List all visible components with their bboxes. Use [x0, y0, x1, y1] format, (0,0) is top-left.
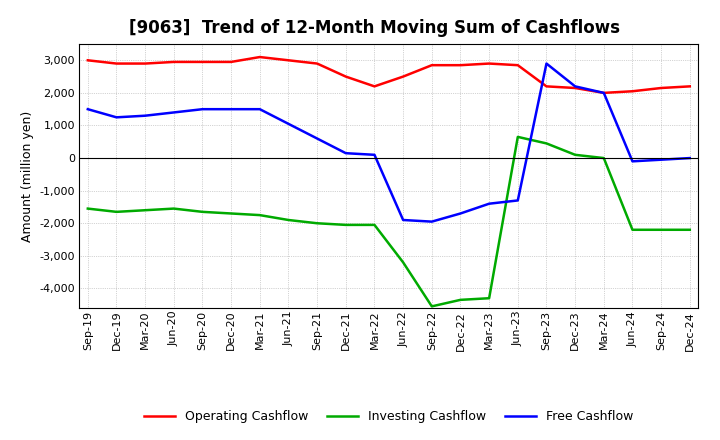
Legend: Operating Cashflow, Investing Cashflow, Free Cashflow: Operating Cashflow, Investing Cashflow, … — [139, 406, 639, 429]
Free Cashflow — [84, 106, 92, 112]
Operating Cashflow — [370, 84, 379, 89]
Free Cashflow — [256, 106, 264, 112]
Free Cashflow — [141, 113, 150, 118]
Investing Cashflow — [485, 296, 493, 301]
Free Cashflow — [628, 159, 636, 164]
Free Cashflow — [657, 157, 665, 162]
Free Cashflow — [112, 115, 121, 120]
Operating Cashflow — [657, 85, 665, 91]
Investing Cashflow — [456, 297, 465, 302]
Operating Cashflow — [141, 61, 150, 66]
Investing Cashflow — [198, 209, 207, 214]
Investing Cashflow — [428, 304, 436, 309]
Operating Cashflow — [628, 88, 636, 94]
Investing Cashflow — [399, 260, 408, 265]
Free Cashflow — [542, 61, 551, 66]
Free Cashflow — [513, 198, 522, 203]
Operating Cashflow — [198, 59, 207, 65]
Free Cashflow — [370, 152, 379, 158]
Free Cashflow — [428, 219, 436, 224]
Investing Cashflow — [571, 152, 580, 158]
Line: Investing Cashflow: Investing Cashflow — [88, 137, 690, 306]
Free Cashflow — [600, 90, 608, 95]
Investing Cashflow — [256, 213, 264, 218]
Investing Cashflow — [657, 227, 665, 232]
Operating Cashflow — [571, 85, 580, 91]
Investing Cashflow — [141, 208, 150, 213]
Line: Operating Cashflow: Operating Cashflow — [88, 57, 690, 93]
Operating Cashflow — [456, 62, 465, 68]
Free Cashflow — [399, 217, 408, 223]
Operating Cashflow — [485, 61, 493, 66]
Free Cashflow — [685, 155, 694, 161]
Investing Cashflow — [600, 155, 608, 161]
Operating Cashflow — [542, 84, 551, 89]
Operating Cashflow — [600, 90, 608, 95]
Investing Cashflow — [312, 220, 321, 226]
Operating Cashflow — [513, 62, 522, 68]
Operating Cashflow — [227, 59, 235, 65]
Operating Cashflow — [312, 61, 321, 66]
Investing Cashflow — [513, 134, 522, 139]
Operating Cashflow — [256, 55, 264, 60]
Operating Cashflow — [428, 62, 436, 68]
Line: Free Cashflow: Free Cashflow — [88, 63, 690, 222]
Free Cashflow — [571, 84, 580, 89]
Free Cashflow — [284, 121, 293, 126]
Investing Cashflow — [542, 141, 551, 146]
Investing Cashflow — [84, 206, 92, 211]
Operating Cashflow — [169, 59, 178, 65]
Operating Cashflow — [84, 58, 92, 63]
Free Cashflow — [169, 110, 178, 115]
Text: [9063]  Trend of 12-Month Moving Sum of Cashflows: [9063] Trend of 12-Month Moving Sum of C… — [129, 19, 620, 37]
Investing Cashflow — [169, 206, 178, 211]
Free Cashflow — [312, 136, 321, 141]
Free Cashflow — [227, 106, 235, 112]
Operating Cashflow — [284, 58, 293, 63]
Investing Cashflow — [227, 211, 235, 216]
Investing Cashflow — [685, 227, 694, 232]
Free Cashflow — [485, 201, 493, 206]
Investing Cashflow — [628, 227, 636, 232]
Free Cashflow — [341, 150, 350, 156]
Operating Cashflow — [685, 84, 694, 89]
Free Cashflow — [198, 106, 207, 112]
Investing Cashflow — [341, 222, 350, 227]
Investing Cashflow — [284, 217, 293, 223]
Y-axis label: Amount (million yen): Amount (million yen) — [21, 110, 34, 242]
Free Cashflow — [456, 211, 465, 216]
Operating Cashflow — [399, 74, 408, 79]
Operating Cashflow — [341, 74, 350, 79]
Operating Cashflow — [112, 61, 121, 66]
Investing Cashflow — [112, 209, 121, 214]
Investing Cashflow — [370, 222, 379, 227]
